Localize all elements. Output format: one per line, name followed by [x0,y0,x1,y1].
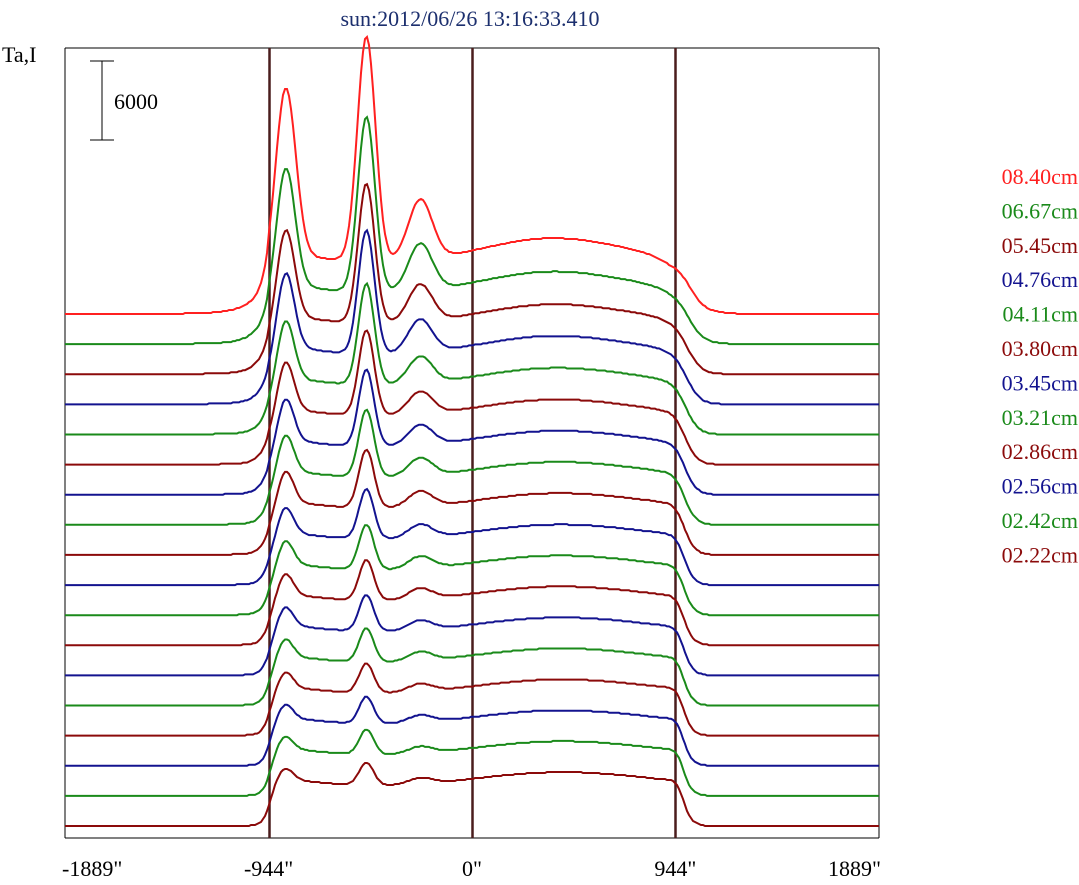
series-line-7 [65,408,879,526]
series-line-17 [65,762,879,827]
vertical-reference-lines [268,48,677,838]
x-tick-labels: -1889" -944" 0" 944" 1889" [62,856,881,881]
legend-entry: 04.76cm [1002,267,1078,292]
x-tick-label: -1889" [62,856,122,881]
legend-entry: 05.45cm [1002,233,1078,258]
x-tick-label: 944" [654,856,696,881]
series-line-11 [65,559,879,647]
legend-entry: 02.42cm [1002,508,1078,533]
series-line-0 [65,35,879,315]
series-line-8 [65,448,879,556]
series-line-2 [65,182,879,376]
series-line-3 [65,228,879,406]
series-line-1 [65,115,879,346]
x-tick-label: 1889" [828,856,881,881]
scale-bar: 6000 [90,60,158,141]
scale-bar-label: 6000 [114,89,158,114]
y-axis-label: Ta,I [2,42,37,67]
series-line-16 [65,728,879,797]
series-line-9 [65,487,879,587]
series-line-14 [65,662,879,737]
x-tick-label: -944" [244,856,293,881]
series-line-15 [65,695,879,767]
legend-entry: 06.67cm [1002,198,1078,223]
chart-title: sun:2012/06/26 13:16:33.410 [340,6,599,31]
legend-entry: 03.80cm [1002,336,1078,361]
series-line-10 [65,524,879,617]
legend-entry: 03.21cm [1002,405,1078,430]
series-line-4 [65,281,879,436]
series-line-13 [65,627,879,707]
series-line-5 [65,329,879,466]
legend-entry: 02.86cm [1002,439,1078,464]
legend-entry: 04.11cm [1002,302,1078,327]
series-group [65,35,879,827]
legend: 08.40cm 06.67cm 05.45cm 04.76cm 04.11cm 03.80… [1002,164,1078,567]
series-line-12 [65,594,879,677]
legend-entry: 02.22cm [1002,542,1078,567]
legend-entry: 03.45cm [1002,370,1078,395]
legend-entry: 02.56cm [1002,474,1078,499]
x-tick-label: 0" [462,856,482,881]
legend-entry: 08.40cm [1002,164,1078,189]
series-line-6 [65,368,879,496]
